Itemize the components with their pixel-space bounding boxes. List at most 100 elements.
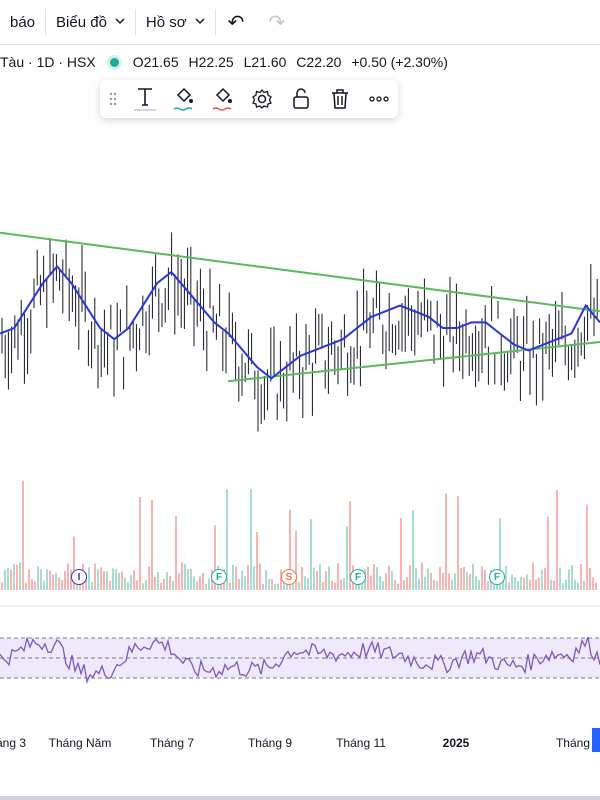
volume-bar: [328, 566, 330, 590]
profile-menu-button[interactable]: Hồ sơ: [136, 0, 215, 44]
volume-bar: [487, 581, 489, 590]
volume-bar: [382, 581, 384, 590]
volume-bar: [262, 583, 264, 590]
volume-bar: [529, 579, 531, 590]
close-value: C22.20: [296, 54, 342, 70]
volume-bar: [229, 582, 231, 590]
event-marker[interactable]: F: [350, 569, 366, 585]
volume-bar: [163, 578, 165, 590]
volume-bar: [535, 579, 537, 590]
volume-bar: [562, 583, 564, 590]
rsi-band: [0, 638, 600, 678]
volume-bar: [427, 568, 429, 590]
fill-color-icon[interactable]: [165, 80, 204, 118]
volume-bar: [16, 564, 18, 590]
volume-layer: [1, 480, 597, 590]
volume-bar: [463, 567, 465, 590]
event-marker[interactable]: F: [489, 569, 505, 585]
volume-bar: [238, 579, 240, 590]
volume-bar: [367, 566, 369, 590]
volume-bar: [10, 569, 12, 590]
volume-bar: [52, 574, 54, 590]
rsi-pane: [0, 605, 600, 685]
low-value: L21.60: [243, 54, 287, 70]
volume-bar: [91, 581, 93, 590]
trash-icon[interactable]: [320, 80, 359, 118]
volume-bar: [502, 578, 504, 590]
volume-bar: [403, 580, 405, 590]
volume-bar: [187, 569, 189, 590]
volume-bar: [391, 571, 393, 590]
volume-bar: [499, 518, 501, 590]
chart-menu-button[interactable]: Biểu đồ: [46, 0, 135, 44]
volume-bar: [409, 565, 411, 590]
chevron-down-icon: [115, 16, 125, 28]
volume-bar: [475, 576, 477, 590]
volume-bar: [511, 574, 513, 590]
volume-bar: [370, 575, 372, 590]
volume-bar: [202, 572, 204, 590]
volume-bar: [250, 488, 252, 590]
volume-bar: [37, 566, 39, 590]
volume-bar: [310, 519, 312, 590]
volume-bar: [577, 582, 579, 590]
x-axis: Tháng 3 Tháng Năm Tháng 7 Tháng 9 Tháng …: [0, 728, 600, 756]
x-tick-label: Tháng 7: [149, 736, 195, 750]
symbol-title[interactable]: Tàu · 1D · HSX: [0, 54, 96, 70]
volume-bar: [517, 581, 519, 590]
volume-bar: [73, 536, 75, 590]
price-chart[interactable]: [0, 120, 600, 728]
volume-bar: [295, 530, 297, 590]
redo-icon[interactable]: ↷: [268, 11, 286, 34]
volume-bar: [106, 571, 108, 590]
alerts-button[interactable]: báo: [0, 0, 45, 44]
volume-bar: [478, 580, 480, 590]
volume-bar: [22, 480, 24, 590]
volume-bar: [235, 566, 237, 590]
volume-bar: [355, 580, 357, 590]
volume-bar: [313, 567, 315, 590]
volume-bar: [514, 577, 516, 590]
volume-bar: [343, 577, 345, 590]
volume-bar: [379, 575, 381, 590]
x-tick-label: Tháng 3: [555, 736, 600, 750]
volume-bar: [508, 582, 510, 590]
event-marker[interactable]: F: [211, 569, 227, 585]
volume-bar: [301, 567, 303, 590]
volume-bar: [439, 567, 441, 590]
volume-bar: [418, 578, 420, 590]
volume-bar: [7, 568, 9, 590]
volume-bar: [394, 580, 396, 590]
volume-bar: [583, 580, 585, 590]
event-marker[interactable]: S: [281, 569, 297, 585]
volume-bar: [589, 567, 591, 590]
volume-bar: [142, 583, 144, 590]
settings-icon[interactable]: [243, 80, 282, 118]
volume-bar: [154, 577, 156, 590]
volume-bar: [442, 572, 444, 590]
volume-bar: [205, 583, 207, 590]
grip-icon[interactable]: [100, 80, 126, 118]
undo-icon[interactable]: ↶: [227, 11, 245, 34]
volume-bar: [172, 580, 174, 590]
unlock-icon[interactable]: [281, 80, 320, 118]
x-tick-label: 2025: [442, 736, 470, 750]
text-icon[interactable]: [126, 80, 165, 118]
volume-bar: [532, 562, 534, 590]
volume-bar: [214, 525, 216, 590]
volume-bar: [31, 579, 33, 590]
volume-bar: [481, 566, 483, 590]
volume-bar: [304, 576, 306, 590]
more-icon[interactable]: [359, 80, 398, 118]
volume-bar: [196, 581, 198, 590]
change-value: +0.50 (+2.30%): [351, 54, 448, 70]
alerts-label: báo: [10, 13, 36, 31]
scroll-to-realtime-button[interactable]: [592, 728, 600, 752]
event-marker[interactable]: I: [71, 569, 87, 585]
open-value: O21.65: [132, 54, 179, 70]
line-color-icon[interactable]: [204, 80, 243, 118]
volume-bar: [277, 583, 279, 590]
volume-bar: [547, 516, 549, 590]
volume-bar: [448, 573, 450, 590]
volume-bar: [184, 563, 186, 590]
